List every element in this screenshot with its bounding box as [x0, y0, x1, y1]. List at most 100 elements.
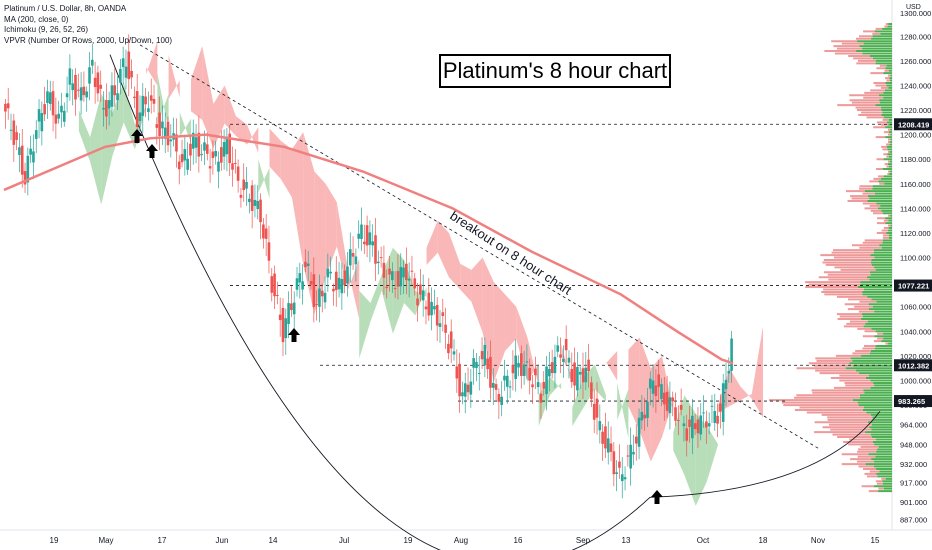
candle-body [306, 263, 310, 267]
volume-profile-down [768, 22, 891, 493]
y-tick-label: 1060.000 [900, 303, 931, 312]
candle-body [320, 290, 324, 297]
ichimoku-indicator-label[interactable]: Ichimoku (9, 26, 52, 26) [4, 25, 89, 34]
candle-body [6, 103, 10, 109]
candle-body [640, 411, 644, 421]
candle-body [433, 306, 436, 310]
cloud-bull-segment [370, 274, 382, 322]
candle-body [93, 77, 97, 88]
candle-body [595, 398, 599, 418]
cloud-bull-segment [112, 81, 124, 156]
candle-body [548, 368, 551, 377]
volume-profile-up [845, 22, 892, 493]
cloud-bear-segment [291, 132, 304, 265]
x-tick-label: Nov [811, 536, 825, 545]
candle-body [127, 51, 131, 80]
candle-body [343, 270, 346, 286]
candle-body [413, 278, 417, 289]
candle-body [419, 284, 422, 295]
candle-body [281, 307, 285, 343]
candle-body [477, 372, 481, 374]
candle-body [326, 268, 330, 278]
candle-body [435, 304, 439, 326]
y-tick-label: 901.000 [900, 498, 927, 507]
candle-body [416, 298, 419, 306]
candle-body [60, 105, 63, 113]
candle-body [534, 368, 537, 376]
candle-body [177, 161, 181, 170]
candle-body [665, 391, 669, 411]
candle-body [85, 91, 89, 98]
candle-body [253, 199, 257, 206]
candle-body [713, 411, 717, 423]
candle-body [609, 443, 613, 452]
candle-body [553, 356, 557, 374]
candle-body [155, 124, 159, 128]
candle-body [318, 288, 321, 307]
candle-body [674, 407, 677, 421]
candle-body [234, 162, 237, 164]
candle-body [559, 354, 562, 358]
cloud-bull-segment [617, 382, 629, 439]
candle-body [23, 171, 27, 185]
candle-body [601, 431, 604, 444]
candle-body [228, 133, 232, 164]
cloud-bear-segment [325, 183, 337, 278]
candle-body [576, 367, 579, 391]
candle-body [304, 261, 307, 268]
cloud-bull-segment [706, 425, 719, 482]
cloud-bear-segment [247, 124, 259, 154]
candle-body [242, 179, 246, 191]
candle-body [77, 89, 80, 91]
candle-body [590, 382, 593, 400]
vpvr-indicator-label[interactable]: VPVR (Number Of Rows, 2000, Up/Down, 100… [4, 35, 173, 45]
candle-body [4, 103, 7, 112]
candle-body [368, 232, 372, 245]
cloud-bull-segment [695, 413, 707, 506]
candle-body [648, 378, 652, 389]
candle-body [657, 374, 660, 387]
candle-body [620, 474, 624, 482]
candle-body [377, 261, 380, 264]
cloud-bull-segment [673, 395, 685, 476]
candle-body [604, 426, 607, 449]
candle-body [113, 85, 117, 96]
candle-body [727, 370, 731, 374]
volume-profile [768, 22, 892, 493]
y-tick-label: 1300.000 [900, 9, 931, 18]
candle-body [298, 273, 302, 283]
candle-body [688, 419, 691, 427]
candle-body [290, 303, 293, 311]
candle-body [130, 70, 133, 78]
candle-body [197, 132, 201, 157]
ma-indicator-label[interactable]: MA (200, close, 0) [4, 14, 69, 24]
candle-body [287, 303, 290, 325]
candle-body [539, 393, 543, 403]
candle-body [508, 386, 512, 388]
candle-body [116, 93, 119, 101]
x-tick-label: 19 [50, 536, 59, 545]
candle-body [710, 405, 714, 407]
candle-body [497, 393, 501, 402]
cloud-bear-segment [336, 202, 349, 290]
cloud-bear-segment [729, 368, 741, 407]
candle-body [379, 257, 383, 259]
cloud-bear-segment [269, 128, 281, 179]
candle-body [562, 359, 565, 362]
candle-body [469, 381, 473, 395]
candle-body [486, 358, 489, 370]
cloud-bear-segment [303, 132, 315, 315]
candle-body [441, 312, 445, 317]
y-tick-label: 1220.000 [900, 106, 931, 115]
candle-body [239, 194, 243, 198]
candle-body [730, 338, 733, 371]
candle-body [158, 112, 161, 136]
candle-body [705, 421, 708, 428]
candle-body [256, 200, 260, 210]
y-tick-label: 1260.000 [900, 57, 931, 66]
candle-body [79, 87, 83, 101]
candle-body [458, 363, 461, 397]
candle-body [606, 438, 610, 453]
candle-body [520, 353, 523, 376]
